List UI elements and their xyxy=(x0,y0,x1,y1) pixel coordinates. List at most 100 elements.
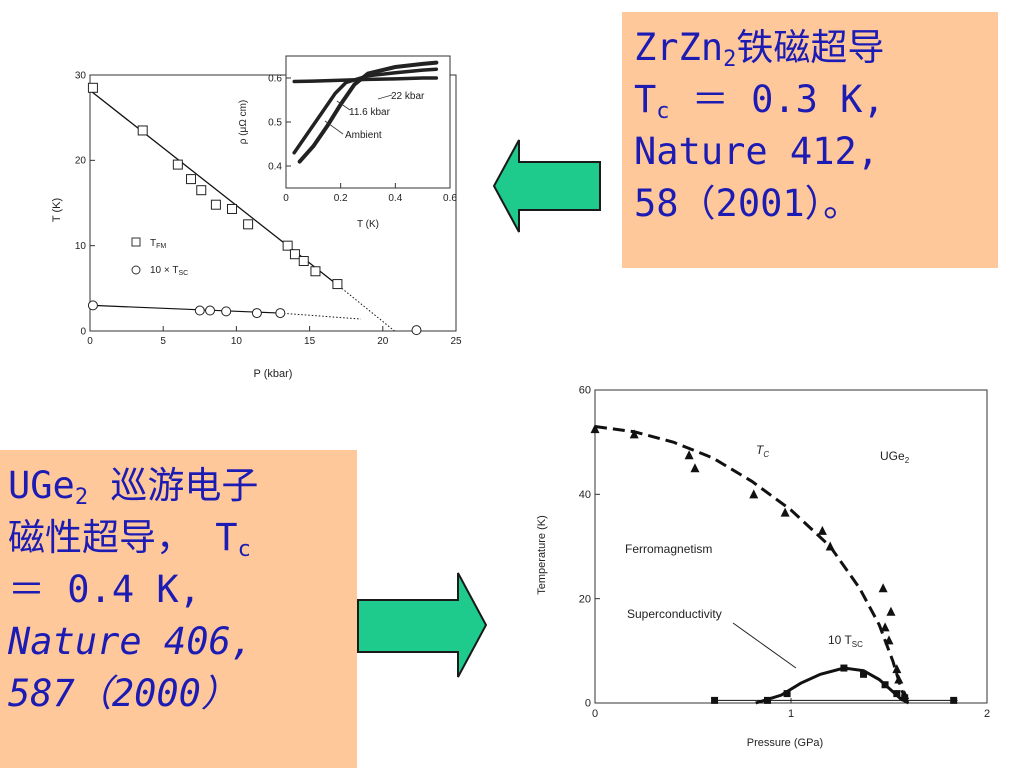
fm-square-point xyxy=(243,219,254,230)
x-tick-label: 0 xyxy=(87,336,93,347)
right-arrow-icon xyxy=(357,572,488,678)
resistivity-curve-2 xyxy=(297,60,439,164)
tsc-square-point xyxy=(893,690,901,698)
caption-line-1: UGe2 巡游电子 xyxy=(8,464,259,510)
annotation-pointer xyxy=(732,622,797,669)
y-tick-label: 40 xyxy=(579,489,591,501)
left-arrow-icon xyxy=(492,139,601,233)
resistivity-curve-0 xyxy=(292,76,439,84)
y-tick-label: 0.5 xyxy=(268,117,282,128)
fm-square-point xyxy=(196,185,207,196)
uge2-annotation: UGe2 xyxy=(880,449,910,465)
tc-triangle-point xyxy=(825,541,835,551)
fm-square-point xyxy=(332,279,343,290)
curve-label-11kbar: 11.6 kbar xyxy=(349,107,391,118)
tsc-square-point xyxy=(901,694,909,702)
caption-line-3: ＝ 0.4 K, xyxy=(8,568,201,611)
tc-triangle-point xyxy=(780,507,790,517)
legend: TFM 10 × TSC xyxy=(131,237,188,277)
inset-x-label: T (K) xyxy=(357,219,379,230)
inset-y-label: ρ (μΩ cm) xyxy=(238,100,249,144)
uge2-caption-box: UGe2 巡游电子 磁性超导， Tc ＝ 0.4 K, Nature 406, … xyxy=(0,450,357,768)
fm-square-point xyxy=(298,256,309,267)
tc-triangle-point xyxy=(886,606,896,616)
x-tick-label: 15 xyxy=(304,336,316,347)
y-tick-label: 0.4 xyxy=(268,161,282,172)
sc-circle-point xyxy=(411,325,422,336)
sc-circle-point xyxy=(221,306,232,317)
tc-triangle-point xyxy=(894,674,904,684)
resistivity-inset: 0 0.2 0.4 0.6 0.4 0.5 0.6 T (K) ρ (μΩ cm) 22 k… xyxy=(238,55,457,230)
tc-triangle-point xyxy=(690,463,700,473)
x-tick-label: 25 xyxy=(450,336,462,347)
legend-fm-label: TFM xyxy=(150,238,166,250)
x-tick-label: 0.4 xyxy=(388,193,402,204)
caption-line-1: ZrZn2铁磁超导 xyxy=(634,26,885,72)
zrzn2-phase-chart: 0 5 10 15 20 25 0 10 20 30 P (kbar) T (K) TFM 10 … xyxy=(51,55,462,380)
caption-line-4: Nature 406, xyxy=(8,620,254,663)
legend-sc-label: 10 × TSC xyxy=(150,265,188,277)
y-tick-label: 20 xyxy=(579,593,591,605)
x-axis-label: Pressure (GPa) xyxy=(747,737,823,749)
tc-triangle-point xyxy=(684,450,694,460)
superconductivity-annotation: Superconductivity xyxy=(627,607,722,621)
tc-triangle-point xyxy=(590,424,600,434)
sc-circle-point xyxy=(87,300,98,311)
x-axis-label: P (kbar) xyxy=(254,368,293,380)
caption-line-2: 磁性超导， Tc xyxy=(8,516,251,562)
sc-circle-point xyxy=(194,305,205,316)
tc-triangle-point xyxy=(892,664,902,674)
tc-triangle-point xyxy=(884,635,894,645)
x-tick-label: 1 xyxy=(788,708,794,720)
x-tick-label: 0.2 xyxy=(334,193,348,204)
legend-square-marker xyxy=(131,237,141,247)
fm-fit-extrapolation xyxy=(341,287,395,332)
tsc-annotation: 10 TSC xyxy=(828,633,863,649)
x-tick-label: 5 xyxy=(160,336,166,347)
tsc-square-point xyxy=(840,664,848,672)
fm-square-point xyxy=(137,125,148,136)
tc-boundary-curve xyxy=(594,425,909,704)
y-tick-label: 0 xyxy=(585,698,591,710)
tc-triangle-point xyxy=(749,489,759,499)
y-axis-label: Temperature (K) xyxy=(536,515,548,594)
ferromagnetism-annotation: Ferromagnetism xyxy=(625,542,712,556)
x-tick-label: 0 xyxy=(283,193,289,204)
zrzn2-caption-box: ZrZn2铁磁超导 Tc ＝ 0.3 K, Nature 412, 58（200… xyxy=(622,12,998,268)
plot-frame xyxy=(89,74,457,332)
y-tick-label: 20 xyxy=(75,156,87,167)
y-axis-label: T (K) xyxy=(51,198,63,222)
tc-triangle-point xyxy=(629,429,639,439)
sc-circle-point xyxy=(251,308,262,319)
caption-line-4: 58（2001）。 xyxy=(634,182,861,225)
label-leader xyxy=(336,100,351,111)
tc-triangle-point xyxy=(880,622,890,632)
curve-label-ambient: Ambient xyxy=(345,130,382,141)
fm-square-point xyxy=(210,199,221,210)
fm-square-point xyxy=(227,203,238,214)
x-tick-label: 20 xyxy=(377,336,389,347)
fm-square-point xyxy=(310,266,321,277)
label-leader xyxy=(324,120,344,135)
tc-triangle-point xyxy=(817,525,827,535)
tsc-square-point xyxy=(783,690,791,698)
sc-fit-extrapolation xyxy=(280,312,361,320)
caption-line-5: 587（2000） xyxy=(8,672,238,715)
legend-circle-marker xyxy=(131,265,141,275)
sc-fit-line xyxy=(92,304,281,314)
label-leader xyxy=(377,94,393,100)
resistivity-curve-1 xyxy=(292,67,439,155)
curve-label-22kbar: 22 kbar xyxy=(391,91,425,102)
x-tick-label: 10 xyxy=(231,336,243,347)
caption-line-2: Tc ＝ 0.3 K, xyxy=(634,78,885,124)
tc-annotation: TC xyxy=(756,443,769,459)
fm-square-point xyxy=(186,174,197,185)
tsc-square-point xyxy=(763,696,771,704)
fm-square-point xyxy=(87,82,98,93)
sc-circle-point xyxy=(205,305,216,316)
x-tick-label: 0 xyxy=(592,708,598,720)
fm-square-point xyxy=(289,249,300,260)
y-tick-label: 0 xyxy=(80,326,86,337)
